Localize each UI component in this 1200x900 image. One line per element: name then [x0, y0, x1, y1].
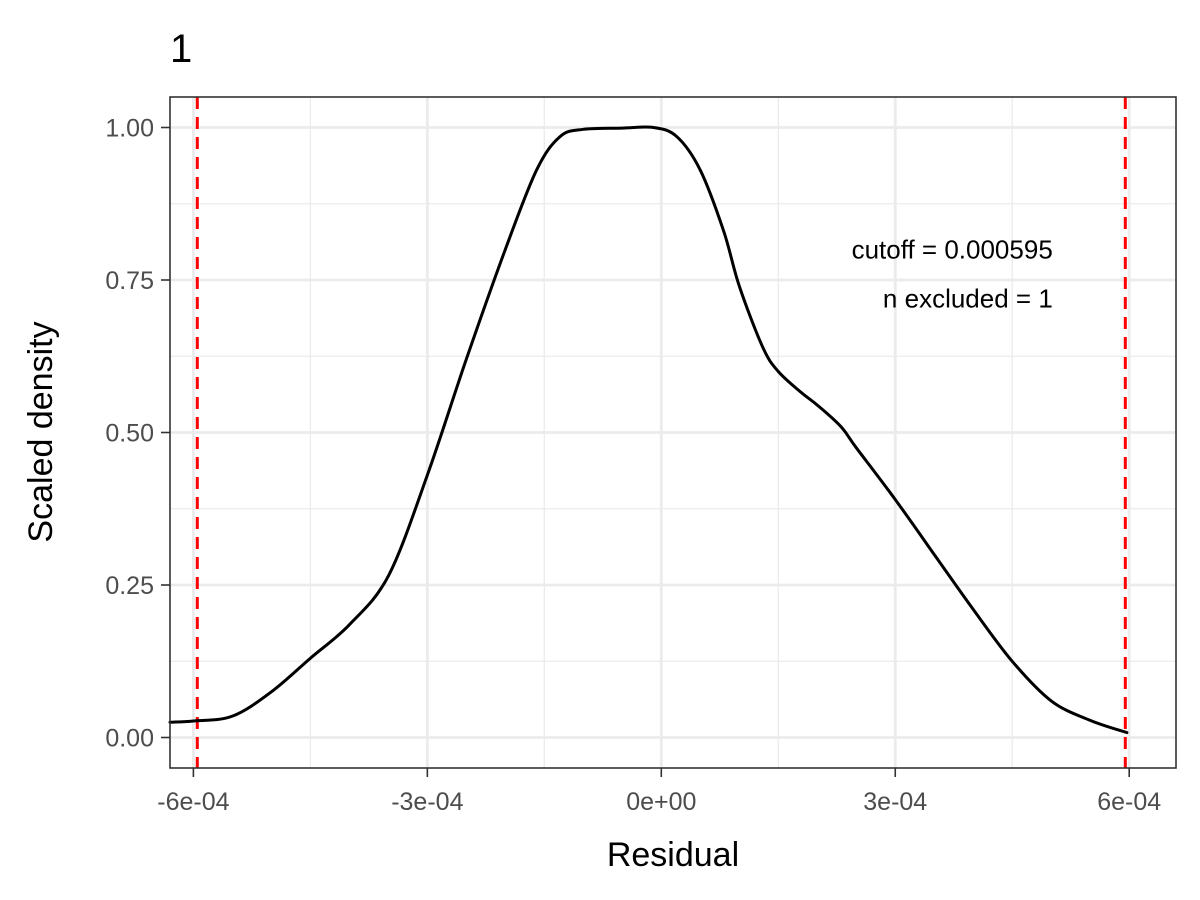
y-tick-label: 0.75: [105, 267, 154, 295]
x-axis-title: Residual: [607, 836, 739, 874]
cutoff-annotation: cutoff = 0.000595: [852, 235, 1053, 265]
annotations: cutoff = 0.000595 n excluded = 1: [852, 235, 1053, 314]
x-tick-label: 0e+00: [626, 788, 696, 816]
x-tick-label: -6e-04: [157, 788, 229, 816]
x-tick-label: 6e-04: [1097, 788, 1161, 816]
density-curve: [168, 125, 1129, 735]
y-tick-label: 0.50: [105, 420, 154, 448]
x-tick-label: -3e-04: [391, 788, 463, 816]
y-axis: 0.00 0.25 0.50 0.75 1.00: [105, 115, 170, 753]
y-tick-label: 0.00: [105, 725, 154, 753]
major-grid: [170, 97, 1176, 768]
excluded-annotation: n excluded = 1: [883, 283, 1053, 313]
y-tick-label: 0.25: [105, 572, 154, 600]
y-tick-label: 1.00: [105, 115, 154, 143]
x-tick-label: 3e-04: [863, 788, 927, 816]
panel-title: 1: [170, 27, 192, 71]
cutoff-lines: [195, 97, 1127, 768]
minor-grid: [170, 97, 1176, 768]
y-axis-title: Scaled density: [22, 321, 60, 542]
density-series: [168, 125, 1129, 735]
x-axis: -6e-04 -3e-04 0e+00 3e-04 6e-04: [157, 768, 1161, 816]
